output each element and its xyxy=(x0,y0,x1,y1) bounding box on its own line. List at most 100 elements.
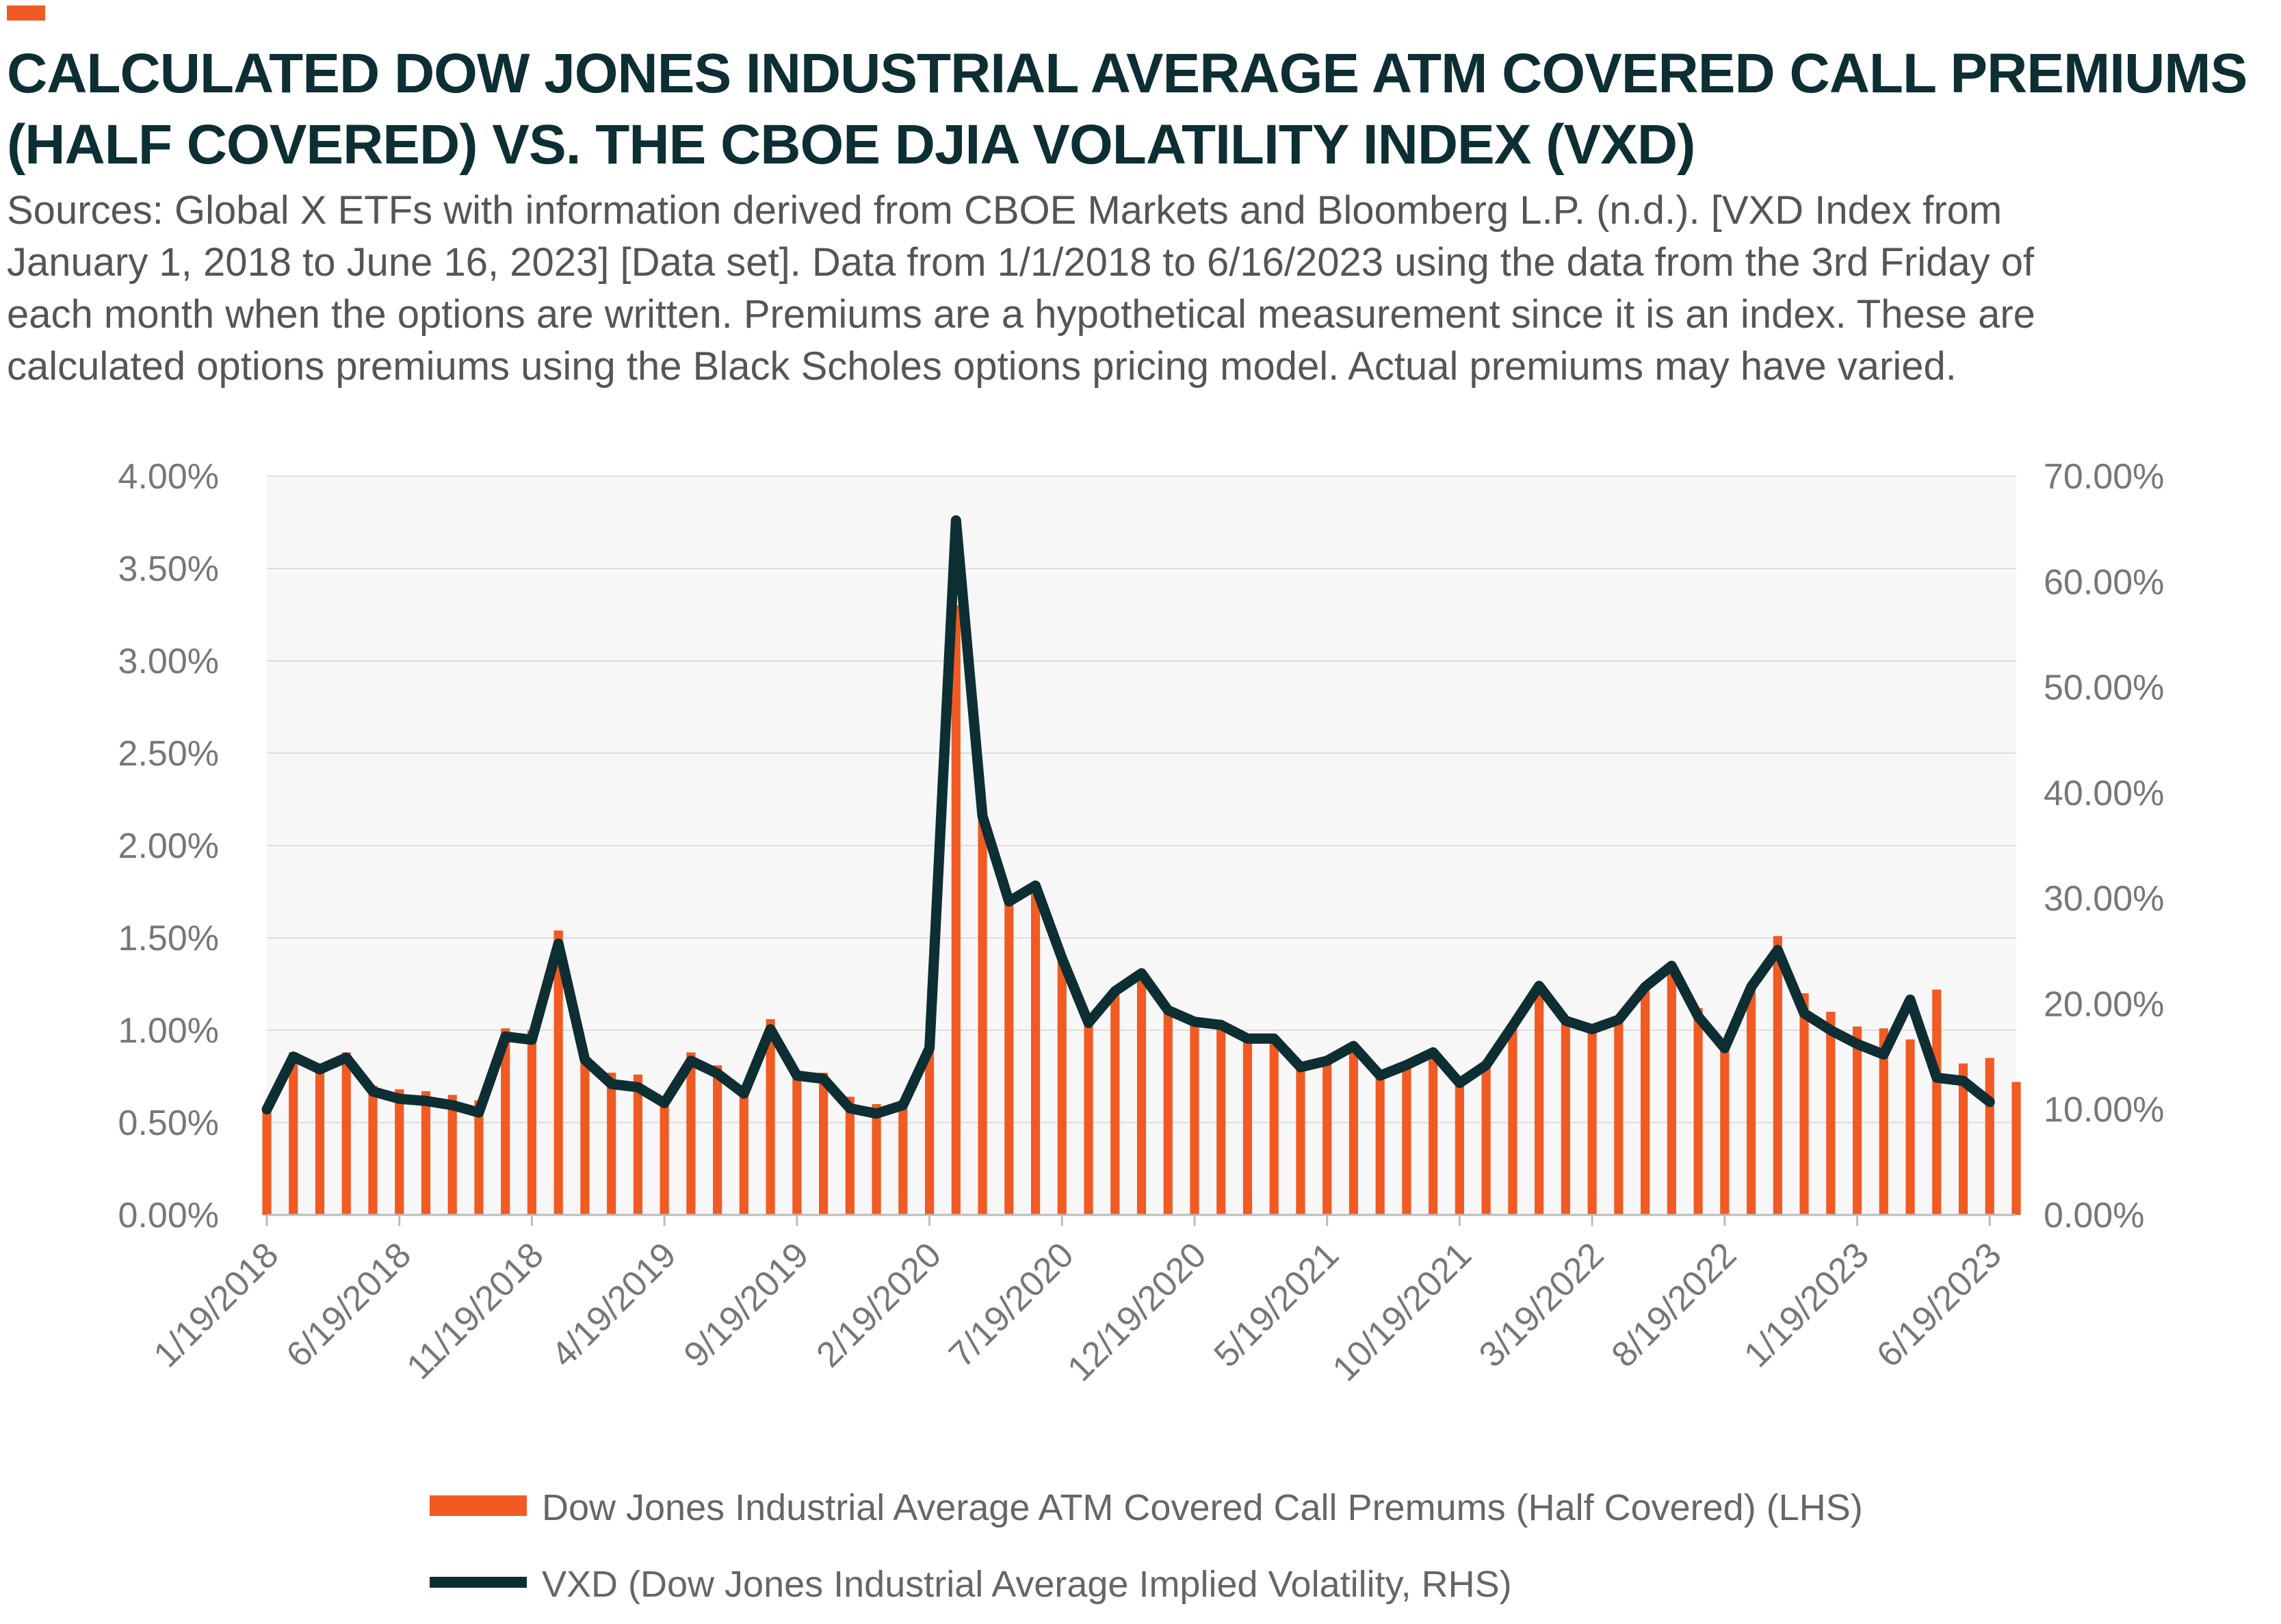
legend-label-premium: Dow Jones Industrial Average ATM Covered… xyxy=(542,1487,1863,1528)
x-tick-label: 1/19/2023 xyxy=(1736,1235,1877,1375)
left-tick-label: 3.00% xyxy=(118,642,219,681)
premium-bar xyxy=(1084,1021,1093,1215)
premium-bar xyxy=(1429,1052,1438,1215)
premium-bar xyxy=(2011,1082,2021,1215)
left-axis-ticks: 0.00% 0.50% 1.00% 1.50% 2.00% 2.50% 3.00% 3.50%… xyxy=(118,457,219,1235)
premium-bar xyxy=(1535,993,1544,1215)
premium-bar xyxy=(474,1100,484,1215)
premium-bar xyxy=(792,1071,802,1215)
right-tick-label: 30.00% xyxy=(2044,879,2164,919)
premium-bar xyxy=(553,930,563,1215)
source-line: January 1, 2018 to June 16, 2023] [Data … xyxy=(7,240,2035,285)
premium-bar xyxy=(1667,965,1676,1215)
x-tick-label: 1/19/2018 xyxy=(146,1235,287,1375)
premium-bar xyxy=(447,1095,457,1215)
premium-bar xyxy=(527,1030,537,1215)
source-line: calculated options premiums using the Bl… xyxy=(7,344,1957,389)
premium-bar xyxy=(1110,989,1120,1215)
premium-bar xyxy=(580,1056,590,1215)
premium-bar xyxy=(713,1065,722,1215)
chart-source-note: Sources: Global X ETFs with information … xyxy=(7,185,2271,393)
premium-bar xyxy=(1004,901,1014,1215)
premium-bar xyxy=(1799,993,1809,1215)
premium-bar xyxy=(1296,1067,1305,1215)
premium-bar xyxy=(1163,1008,1173,1215)
left-tick-label: 0.50% xyxy=(118,1103,219,1143)
accent-bar xyxy=(7,5,45,21)
premium-bar xyxy=(1190,1021,1199,1215)
premium-bar xyxy=(1057,956,1067,1215)
premium-bar xyxy=(1826,1012,1836,1215)
premium-bar xyxy=(1030,891,1041,1215)
premium-bar xyxy=(660,1097,669,1215)
premium-bar xyxy=(739,1086,748,1215)
premium-bar xyxy=(1641,984,1650,1215)
x-tick-label: 9/19/2019 xyxy=(677,1235,817,1375)
premium-bar xyxy=(1216,1026,1226,1215)
premium-bar xyxy=(607,1073,616,1215)
x-tick-label: 3/19/2022 xyxy=(1472,1235,1612,1375)
title-line: CALCULATED DOW JONES INDUSTRIAL AVERAGE … xyxy=(7,42,2247,105)
x-tick-label: 12/19/2020 xyxy=(1060,1235,1214,1389)
right-tick-label: 10.00% xyxy=(2044,1090,2164,1130)
x-tick-label: 8/19/2022 xyxy=(1604,1235,1745,1375)
premium-bar xyxy=(1242,1036,1253,1215)
premium-bar xyxy=(1905,1039,1915,1215)
premium-bars xyxy=(262,605,2021,1215)
left-tick-label: 2.50% xyxy=(118,734,219,774)
premium-bar xyxy=(924,1039,935,1215)
premium-bar xyxy=(1985,1058,1994,1215)
premium-bar xyxy=(1269,1037,1279,1215)
x-tick-label: 5/19/2021 xyxy=(1207,1235,1347,1375)
premium-bar xyxy=(1587,1030,1597,1215)
left-tick-label: 1.50% xyxy=(118,919,219,958)
x-tick-label: 10/19/2021 xyxy=(1325,1235,1479,1389)
x-tick-label: 4/19/2019 xyxy=(544,1235,684,1375)
premium-bar xyxy=(1879,1028,1888,1215)
premium-bar xyxy=(1402,1067,1411,1215)
premium-bar xyxy=(1561,1021,1570,1215)
x-tick-label: 2/19/2020 xyxy=(809,1235,949,1375)
left-tick-label: 1.00% xyxy=(118,1011,219,1051)
premium-bar xyxy=(262,1108,272,1215)
right-tick-label: 0.00% xyxy=(2044,1196,2144,1235)
premium-bar xyxy=(898,1100,908,1215)
premium-bar xyxy=(766,1019,775,1215)
legend-swatch-vxd xyxy=(430,1577,527,1588)
premium-bar xyxy=(872,1104,881,1215)
premium-bar xyxy=(1720,1045,1730,1215)
left-tick-label: 3.50% xyxy=(118,549,219,589)
x-tick-label: 7/19/2020 xyxy=(941,1235,1082,1375)
left-tick-label: 4.00% xyxy=(118,457,219,497)
premium-bar xyxy=(1693,1008,1703,1215)
x-axis-ticks: 1/19/20186/19/201811/19/20184/19/20199/1… xyxy=(146,1235,2009,1389)
premium-bar xyxy=(368,1086,378,1215)
right-tick-label: 60.00% xyxy=(2044,562,2164,602)
premium-bar xyxy=(633,1074,642,1215)
source-line: each month when the options are written.… xyxy=(7,292,2035,337)
premium-bar xyxy=(1322,1058,1332,1215)
right-tick-label: 40.00% xyxy=(2044,774,2164,813)
axes xyxy=(265,1214,2016,1226)
premium-bar xyxy=(1746,984,1756,1215)
premium-bar xyxy=(395,1089,404,1215)
premium-bar xyxy=(1614,1021,1624,1215)
premium-bar xyxy=(341,1052,351,1215)
premium-bar xyxy=(951,605,961,1215)
legend: Dow Jones Industrial Average ATM Covered… xyxy=(430,1487,1863,1605)
premium-bar xyxy=(1481,1063,1491,1215)
vxd-line xyxy=(261,515,1995,1119)
premium-bar xyxy=(686,1052,696,1215)
right-tick-label: 20.00% xyxy=(2044,984,2164,1024)
premium-bar xyxy=(845,1097,855,1215)
premium-bar xyxy=(1348,1043,1359,1215)
premium-bar xyxy=(1375,1076,1385,1215)
chart-title: CALCULATED DOW JONES INDUSTRIAL AVERAGE … xyxy=(7,38,2265,181)
premium-bar xyxy=(819,1073,829,1215)
premium-bar xyxy=(1932,989,1942,1215)
premium-bar xyxy=(501,1028,510,1215)
right-tick-label: 70.00% xyxy=(2044,457,2164,497)
right-tick-label: 50.00% xyxy=(2044,668,2164,708)
right-axis-ticks: 0.00% 10.00% 20.00% 30.00% 40.00% 50.00% 60.00… xyxy=(2044,457,2164,1235)
